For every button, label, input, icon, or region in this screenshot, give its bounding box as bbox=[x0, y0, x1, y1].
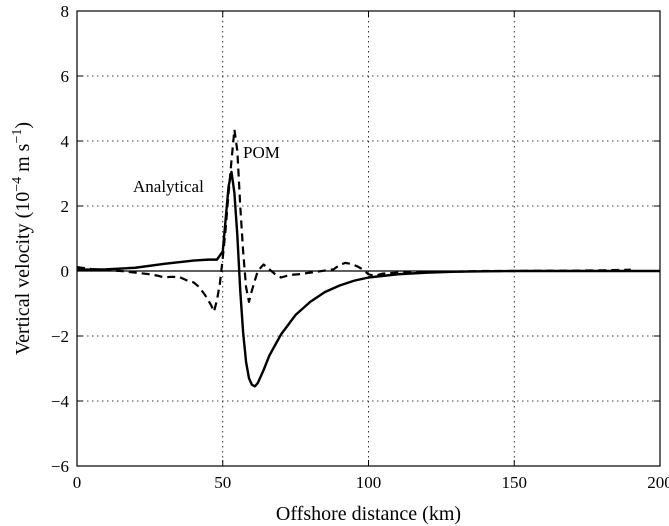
y-tick-label: 6 bbox=[61, 67, 70, 86]
y-tick-label: 8 bbox=[61, 2, 70, 21]
tick-marks bbox=[76, 10, 661, 467]
x-tick-label: 50 bbox=[214, 473, 231, 492]
x-axis-title: Offshore distance (km) bbox=[276, 503, 461, 525]
x-tick-label: 150 bbox=[502, 473, 528, 492]
y-tick-label: 0 bbox=[61, 262, 70, 281]
y-axis-title-exponent: −4 bbox=[10, 177, 25, 192]
y-tick-label: 2 bbox=[61, 197, 70, 216]
y-axis-title-prefix: Vertical velocity (10 bbox=[12, 192, 34, 355]
grid bbox=[77, 11, 660, 466]
y-tick-label: −2 bbox=[51, 327, 69, 346]
y-tick-label: −6 bbox=[51, 457, 69, 476]
y-axis-title-exponent2: −1 bbox=[10, 129, 25, 144]
plot-frame bbox=[76, 10, 661, 467]
y-axis-title-suffix: ) bbox=[12, 122, 34, 129]
y-axis-title: Vertical velocity (10−4 m s−1) bbox=[10, 122, 34, 355]
y-axis-title-middle: m s bbox=[12, 143, 34, 177]
x-tick-label: 0 bbox=[73, 473, 82, 492]
series-line-analytical bbox=[76, 170, 660, 388]
series-line-pom bbox=[76, 128, 631, 313]
x-tick-label: 200 bbox=[647, 473, 669, 492]
annotation-pom: POM bbox=[243, 143, 280, 162]
series-group bbox=[76, 128, 660, 388]
y-tick-label: 4 bbox=[61, 132, 70, 151]
x-tick-labels: 0 50 100 150 200 bbox=[73, 473, 669, 492]
y-tick-labels: −6 −4 −2 0 2 4 6 8 bbox=[51, 2, 70, 476]
y-tick-label: −4 bbox=[51, 392, 70, 411]
annotation-analytical: Analytical bbox=[133, 177, 204, 196]
x-tick-label: 100 bbox=[356, 473, 382, 492]
